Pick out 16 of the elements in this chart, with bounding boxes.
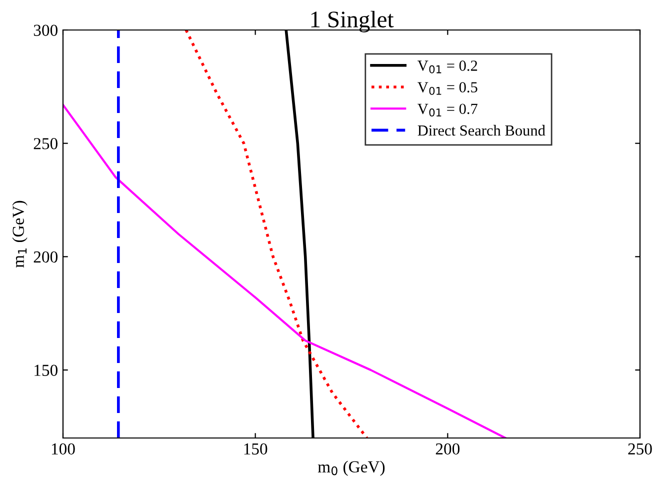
x-tick-label: 200 xyxy=(436,443,460,455)
legend-label: V$_{01}$ = 0.2 xyxy=(418,60,478,74)
x-axis-title: m$_{0}$ (GeV) xyxy=(318,460,385,476)
y-tick-label: 250 xyxy=(34,138,58,150)
line-series xyxy=(63,104,506,438)
x-tick-label: 250 xyxy=(628,443,652,455)
x-tick-label: 150 xyxy=(244,443,268,455)
legend-label: Direct Search Bound xyxy=(418,124,546,136)
y-tick-label: 300 xyxy=(34,24,58,36)
x-tick-label: 100 xyxy=(52,443,75,455)
chart-title: 1 Singlet xyxy=(311,10,394,32)
legend-label: V$_{01}$ = 0.5 xyxy=(418,82,478,95)
y-axis-title: m$_{1}$ (GeV) xyxy=(12,200,28,268)
y-tick-label: 200 xyxy=(34,251,58,263)
y-tick-label: 150 xyxy=(34,364,58,376)
legend-label: V$_{01}$ = 0.7 xyxy=(418,104,478,117)
